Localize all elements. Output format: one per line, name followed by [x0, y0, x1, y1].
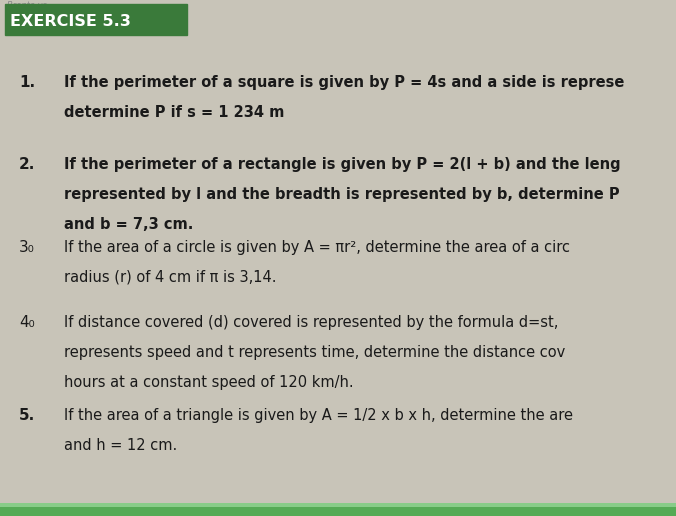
Text: 2.: 2.	[19, 157, 35, 172]
Text: and h = 12 cm.: and h = 12 cm.	[64, 438, 178, 453]
Bar	[0, 507, 676, 516]
Text: Bronte yr: Bronte yr	[7, 1, 46, 10]
Bar	[0, 503, 676, 507]
Text: 4₀: 4₀	[19, 315, 34, 330]
Text: If distance covered (d) covered is represented by the formula d=st,: If distance covered (d) covered is repre…	[64, 315, 558, 330]
Text: represents speed and t represents time, determine the distance cov: represents speed and t represents time, …	[64, 345, 565, 360]
Text: hours at a constant speed of 120 km/h.: hours at a constant speed of 120 km/h.	[64, 375, 354, 390]
Text: EXERCISE 5.3: EXERCISE 5.3	[10, 14, 131, 29]
Text: If the area of a triangle is given by A = 1/2 x b x h, determine the are: If the area of a triangle is given by A …	[64, 408, 573, 423]
FancyBboxPatch shape	[5, 4, 187, 35]
Text: determine P if s = 1 234 m: determine P if s = 1 234 m	[64, 105, 285, 120]
Text: If the area of a circle is given by A = πr², determine the area of a circ: If the area of a circle is given by A = …	[64, 240, 571, 255]
Text: and b = 7,3 cm.: and b = 7,3 cm.	[64, 217, 193, 232]
Text: 5.: 5.	[19, 408, 35, 423]
Text: If the perimeter of a square is given by P = 4s and a side is represe: If the perimeter of a square is given by…	[64, 75, 625, 90]
Text: If the perimeter of a rectangle is given by P = 2(l + b) and the leng: If the perimeter of a rectangle is given…	[64, 157, 621, 172]
Text: 3₀: 3₀	[19, 240, 34, 255]
Text: represented by l and the breadth is represented by b, determine P: represented by l and the breadth is repr…	[64, 187, 620, 202]
Text: 1.: 1.	[19, 75, 35, 90]
Text: radius (r) of 4 cm if π is 3,14.: radius (r) of 4 cm if π is 3,14.	[64, 270, 276, 285]
